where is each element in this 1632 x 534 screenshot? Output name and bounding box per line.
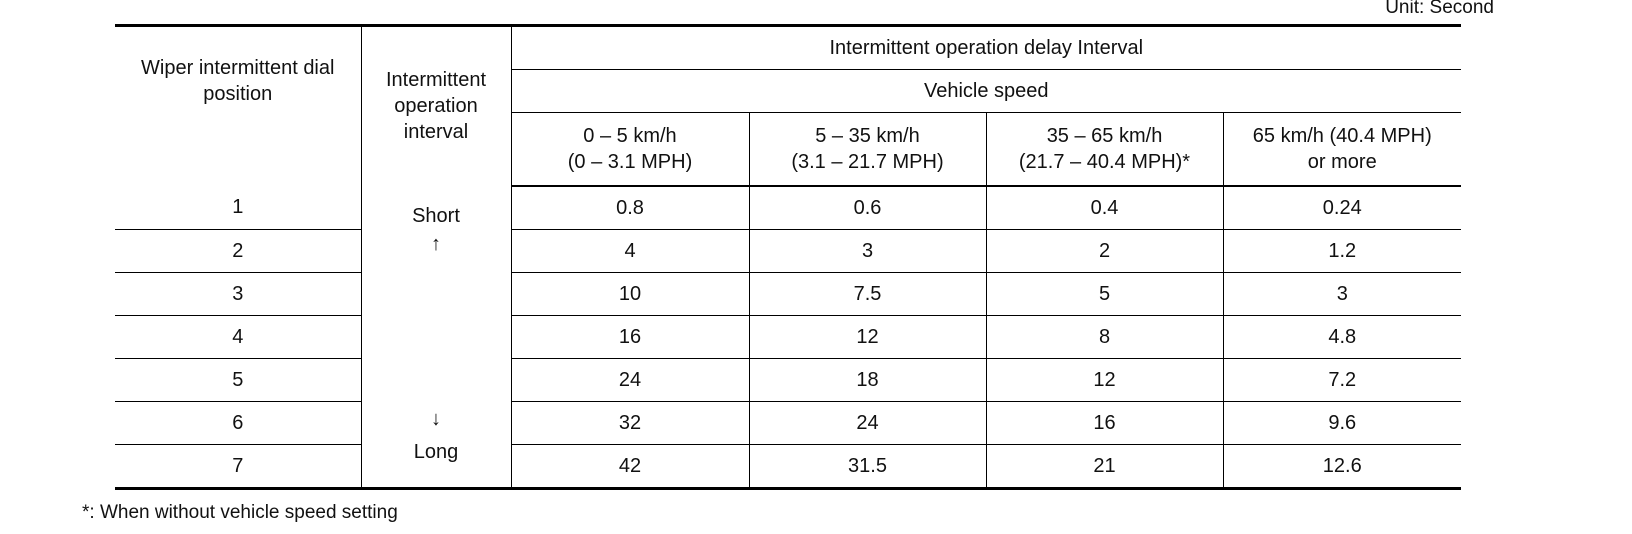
- value-cell: 31.5: [749, 444, 987, 488]
- value-cell: 9.6: [1223, 401, 1462, 445]
- table-row: 5 24 18 12 7.2: [115, 358, 1462, 402]
- header-line: 35 – 65 km/h: [1046, 124, 1163, 147]
- value-cell: 0.6: [749, 185, 987, 230]
- value-cell: 1.2: [1223, 229, 1462, 273]
- value-cell: 7.2: [1223, 358, 1462, 402]
- value-cell: 32: [511, 401, 750, 445]
- value-cell: 42: [511, 444, 750, 488]
- dial-cell: 2: [115, 229, 362, 273]
- table-row: 2 4 3 2 1.2: [115, 229, 1462, 273]
- unit-note: Unit: Second: [1385, 0, 1494, 18]
- dial-cell: 5: [115, 358, 362, 402]
- interval-label: ↓: [431, 407, 441, 430]
- dial-cell: 4: [115, 315, 362, 359]
- header-line: 5 – 35 km/h: [815, 124, 920, 147]
- value-cell: 5: [986, 272, 1224, 316]
- value-cell: 12: [749, 315, 987, 359]
- header-line: (0 – 3.1 MPH): [567, 150, 693, 173]
- header-cell: 35 – 65 km/h (21.7 – 40.4 MPH)*: [986, 112, 1224, 187]
- value-cell: 2: [986, 229, 1224, 273]
- dial-cell: 7: [115, 444, 362, 488]
- value-cell: 4.8: [1223, 315, 1462, 359]
- value-cell: 0.4: [986, 185, 1224, 230]
- value-cell: 8: [986, 315, 1224, 359]
- value-cell: 16: [511, 315, 750, 359]
- footnote: *: When without vehicle speed setting: [82, 502, 398, 523]
- value-cell: 4: [511, 229, 750, 273]
- header-line: (3.1 – 21.7 MPH): [791, 150, 944, 173]
- delay-table: Wiper intermittent dial position Intermi…: [115, 24, 1462, 490]
- value-cell: 3: [1223, 272, 1462, 316]
- value-cell: 0.8: [511, 185, 750, 230]
- header-line: (21.7 – 40.4 MPH)*: [1018, 150, 1191, 173]
- table-row: 3 10 7.5 5 3: [115, 272, 1462, 316]
- dial-cell: 3: [115, 272, 362, 316]
- dial-cell: 6: [115, 401, 362, 445]
- header-line: 0 – 5 km/h: [583, 124, 677, 147]
- value-cell: 16: [986, 401, 1224, 445]
- table-row: 4 16 12 8 4.8: [115, 315, 1462, 359]
- value-cell: 21: [986, 444, 1224, 488]
- header-line: 65 km/h (40.4 MPH): [1252, 124, 1432, 147]
- value-cell: 24: [749, 401, 987, 445]
- value-cell: 12: [986, 358, 1224, 402]
- interval-label: ↑: [431, 232, 441, 255]
- interval-cell: Short ↑ ↓ Long: [361, 185, 512, 488]
- dial-cell: 1: [115, 185, 362, 230]
- header-cell: Wiper intermittent dial position: [115, 25, 362, 186]
- header-cell: 5 – 35 km/h (3.1 – 21.7 MPH): [749, 112, 987, 187]
- value-cell: 12.6: [1322, 454, 1362, 477]
- value-cell: 24: [511, 358, 750, 402]
- header-cell: 0 – 5 km/h (0 – 3.1 MPH): [511, 112, 750, 187]
- header-cell: 65 km/h (40.4 MPH) or more: [1223, 112, 1462, 187]
- table-row: 1 Short ↑ ↓ Long 0.8 0.6 0.4 0.24: [115, 185, 1462, 488]
- table-row: 6 32 24 16 9.6: [115, 401, 1462, 445]
- table-row: 7 42 31.5 21 12.6: [115, 444, 1461, 488]
- value-cell: 10: [511, 272, 750, 316]
- header-cell: Intermittent operation delay Interval: [511, 25, 1462, 70]
- header-line: or more: [1307, 150, 1377, 173]
- interval-label: Long: [413, 440, 459, 463]
- value-cell: 3: [749, 229, 987, 273]
- value-cell: 7.5: [749, 272, 987, 316]
- value-cell: 0.24: [1223, 185, 1462, 230]
- value-cell: 18: [749, 358, 987, 402]
- interval-label: Short: [412, 204, 460, 227]
- header-cell: Intermittent operation interval: [361, 25, 512, 186]
- header-cell: Vehicle speed: [511, 69, 1462, 113]
